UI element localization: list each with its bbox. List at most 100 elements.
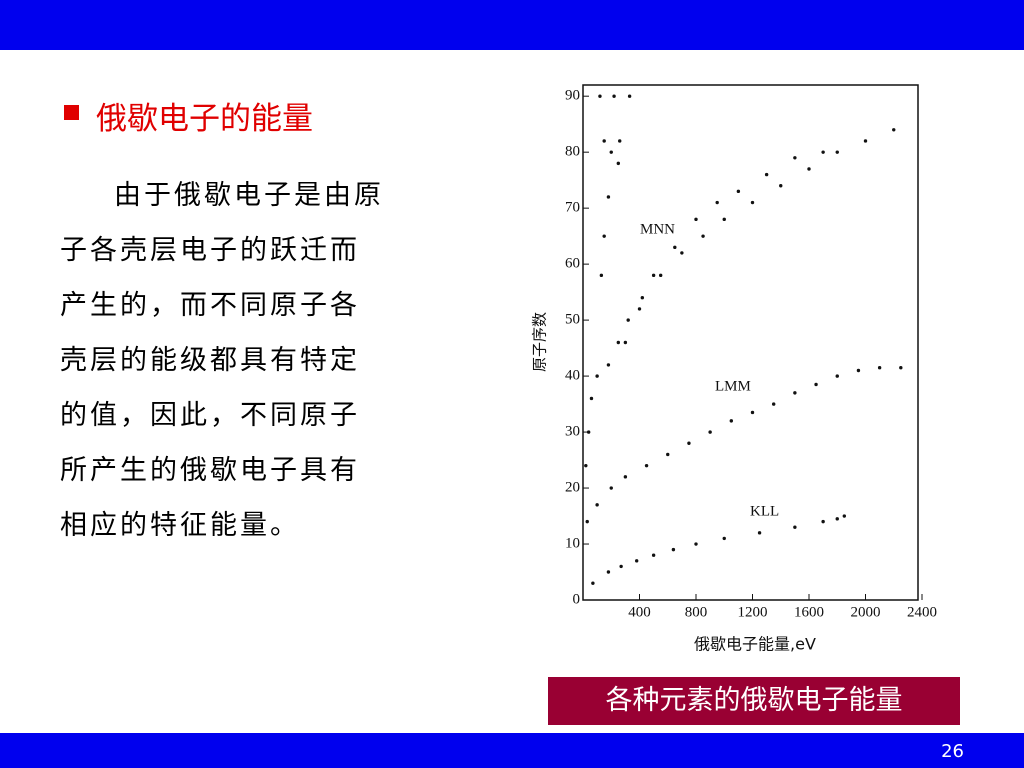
data-point <box>599 273 604 278</box>
x-tick-label: 400 <box>628 604 651 620</box>
text-line: 所产生的俄歇电子具有 <box>60 455 360 486</box>
data-point <box>602 234 606 238</box>
data-point <box>586 430 591 434</box>
data-point <box>585 519 589 524</box>
data-point <box>779 184 783 188</box>
data-point <box>856 368 861 373</box>
y-axis-label: 原子序数 <box>531 312 549 372</box>
data-point <box>666 452 670 457</box>
data-point <box>584 463 588 468</box>
data-point <box>694 217 698 222</box>
data-point <box>694 542 698 546</box>
data-point <box>612 94 616 98</box>
y-tick-label: 80 <box>565 144 580 160</box>
data-point <box>640 296 645 300</box>
data-point <box>680 251 684 255</box>
y-tick-label: 40 <box>565 368 580 384</box>
data-point <box>771 402 776 406</box>
data-point <box>658 273 663 278</box>
y-tick-label: 30 <box>565 424 580 440</box>
data-point <box>606 195 611 199</box>
data-point <box>606 570 611 574</box>
text-line: 由于俄歇电子是由原 <box>114 180 384 211</box>
data-point <box>634 559 639 563</box>
data-point <box>602 139 606 143</box>
series-label: LMM <box>715 378 751 394</box>
data-point <box>835 150 839 154</box>
top-bar <box>0 0 1024 50</box>
x-tick-label: 1600 <box>794 604 824 620</box>
data-point <box>877 365 882 370</box>
data-point <box>814 382 818 387</box>
chart: 0 10 20 30 40 50 60 70 80 90 400 800 1200 1600 2000 240… <box>531 84 937 654</box>
y-tick-label: 90 <box>565 88 580 104</box>
data-point <box>623 475 628 479</box>
data-point <box>892 128 896 132</box>
data-point <box>673 245 677 250</box>
data-point <box>627 94 632 98</box>
data-point <box>757 531 762 535</box>
x-tick-label: 2000 <box>851 604 881 620</box>
text-line: 相应的特征能量。 <box>60 510 300 541</box>
data-point <box>618 139 622 143</box>
text-line: 子各壳层电子的跃迁而 <box>60 235 360 266</box>
bullet <box>64 105 79 120</box>
y-tick-label: 10 <box>565 535 580 551</box>
data-point <box>722 536 726 541</box>
data-point <box>609 150 613 154</box>
y-tick-label: 60 <box>565 256 580 272</box>
data-point <box>835 517 839 521</box>
y-tick-label: 0 <box>573 591 581 607</box>
data-point <box>701 234 705 238</box>
data-point <box>606 363 611 367</box>
y-tick-label: 20 <box>565 479 580 495</box>
data-point <box>626 318 630 322</box>
page-number: 26 <box>941 741 964 762</box>
data-point <box>835 374 839 378</box>
data-point <box>609 486 613 490</box>
data-point <box>764 172 769 177</box>
data-point <box>687 441 691 445</box>
body-text: 由于俄歇电子是由原子各壳层电子的跃迁而 产生的，而不同原子各 壳层的能级都具有特定的… <box>60 168 460 553</box>
x-tick-label: 2400 <box>907 604 937 620</box>
data-point <box>589 396 594 401</box>
data-point <box>671 547 676 552</box>
data-point <box>651 553 656 557</box>
data-point <box>623 340 628 345</box>
data-point <box>595 374 599 378</box>
y-tick-label: 70 <box>565 200 580 216</box>
plot-frame <box>582 84 919 601</box>
data-point <box>729 419 734 423</box>
data-point <box>651 273 656 278</box>
series-label: MNN <box>640 221 675 237</box>
data-point <box>863 139 868 143</box>
x-axis-label: 俄歇电子能量,eV <box>694 635 816 654</box>
data-point <box>616 161 621 166</box>
data-point <box>616 340 621 345</box>
y-tick-label: 50 <box>565 312 580 328</box>
data-point <box>637 307 642 311</box>
x-tick-label: 1200 <box>738 604 768 620</box>
series-label: KLL <box>750 503 779 519</box>
data-point <box>821 150 825 154</box>
data-point <box>793 391 797 395</box>
text-line: 产生的，而不同原子各 <box>60 290 360 321</box>
data-point <box>598 94 602 98</box>
text-line: 的值，因此，不同原子 <box>60 400 360 431</box>
data-point <box>708 430 712 434</box>
data-point <box>644 463 649 468</box>
data-point <box>750 410 755 415</box>
caption: 各种元素的俄歇电子能量 <box>548 677 960 725</box>
data-point <box>722 217 726 222</box>
data-point <box>807 167 811 171</box>
data-point <box>821 519 825 524</box>
data-point <box>793 525 797 529</box>
data-point <box>736 189 741 194</box>
text-line: 壳层的能级都具有特定 <box>60 345 360 376</box>
x-tick-label: 800 <box>685 604 708 620</box>
title: 俄歇电子的能量 <box>96 101 313 137</box>
data-point <box>899 365 903 370</box>
data-point <box>793 156 797 160</box>
data-point <box>750 200 755 205</box>
